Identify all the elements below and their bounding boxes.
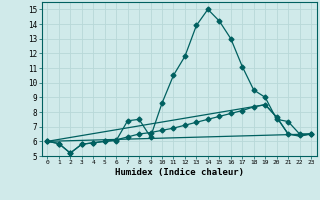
X-axis label: Humidex (Indice chaleur): Humidex (Indice chaleur) (115, 168, 244, 177)
